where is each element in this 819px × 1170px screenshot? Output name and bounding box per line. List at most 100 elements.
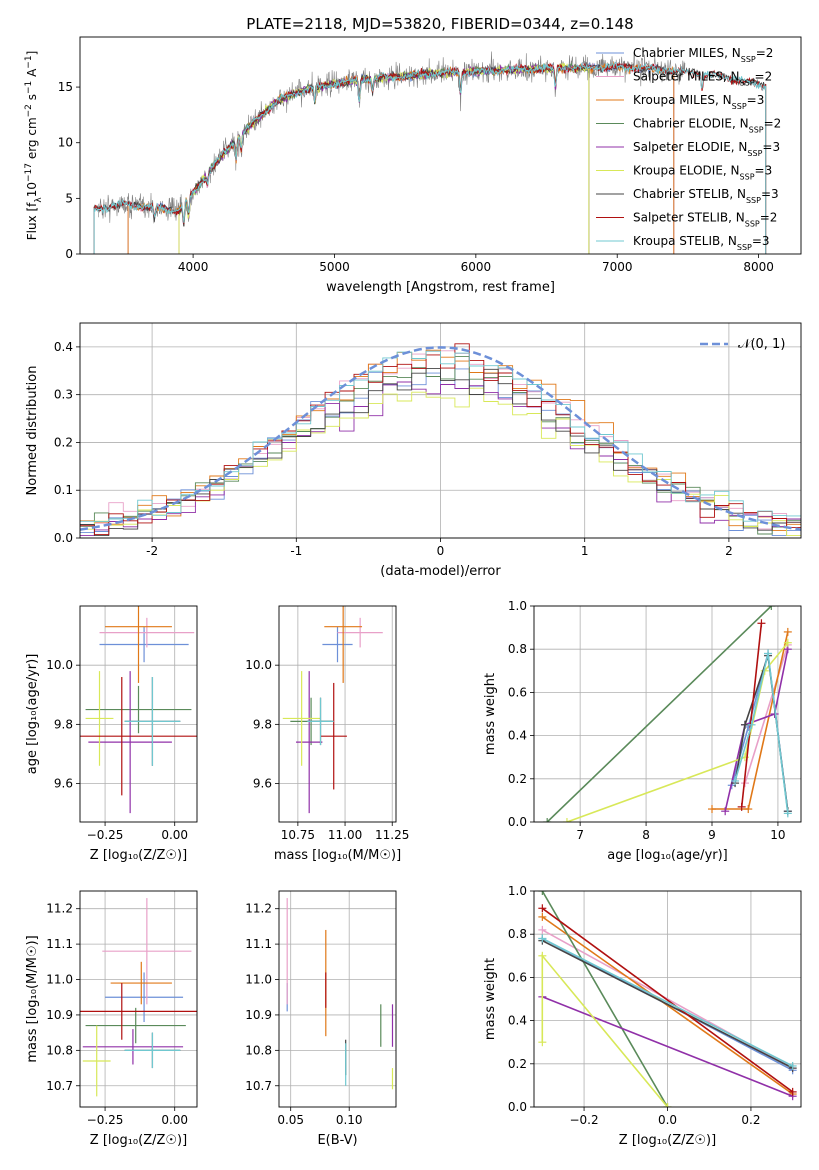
legend-subscript: SSP [749, 125, 764, 134]
x-tick-label: 9 [708, 828, 716, 842]
axes-frame [79, 36, 802, 255]
panel-massweight_vs_age: 7 8 9 10 0.0 0.2 0.4 0.6 0.8 1.0 age [log₁₀(age/yr… [483, 599, 802, 863]
legend-model-name: Salpeter ELODIE, N [633, 140, 747, 154]
errorbar-kroupa-elodie [282, 671, 321, 766]
x-tick-label: -1 [290, 544, 302, 558]
axes-frame [79, 605, 198, 823]
errorbar-kroupa-stelib [124, 1032, 181, 1069]
series-line [566, 642, 789, 822]
legend-subscript: SSP [741, 55, 756, 64]
y-tick-label: 10.9 [245, 1008, 272, 1022]
y-label-part: A [25, 68, 39, 81]
y-tick-label: 0.0 [54, 531, 73, 545]
errorbar-salpeter-elodie [88, 671, 172, 814]
x-tick-label: 4000 [178, 260, 209, 274]
errorbar-salpeter-stelib [80, 677, 197, 796]
y-tick-label: 0.8 [508, 642, 527, 656]
series-salpeter-stelib [737, 619, 766, 811]
x-tick-label: 10.75 [281, 828, 315, 842]
legend-nssp: =3 [755, 164, 773, 178]
y-label-part: s [25, 94, 39, 104]
y-tick-label: 10.7 [245, 1079, 272, 1093]
x-tick-label: -2 [146, 544, 158, 558]
y-label-part: λ [34, 197, 44, 203]
series-line [541, 953, 669, 1107]
series-line [541, 937, 794, 1067]
series-chabrier-elodie [543, 606, 776, 822]
errorbar-kroupa-miles [110, 961, 172, 1005]
legend-entry-kroupa-elodie: Kroupa ELODIE, NSSP=3 [633, 164, 772, 182]
legend-entry-chabrier-miles: Chabrier MILES, NSSP=2 [633, 46, 773, 64]
x-tick-label: −0.2 [569, 1113, 598, 1127]
legend-nssp: =3 [762, 140, 780, 154]
y-tick-label: 0.8 [508, 927, 527, 941]
y-tick-label: 0.2 [508, 1057, 527, 1071]
legend-model-name: Kroupa STELIB, N [633, 234, 737, 248]
axes-frame [278, 890, 397, 1108]
legend-entry-salpeter-miles: Salpeter MILES, NSSP=2 [633, 70, 772, 88]
histogram-chabrier-stelib [80, 368, 801, 537]
errorbar-salpeter-miles [99, 617, 195, 648]
plot-area-spectrum [93, 51, 767, 254]
y-label-part: −2 [24, 104, 34, 117]
x-tick-label: 11.25 [375, 828, 409, 842]
panel-massweight_vs_z: −0.2 0.0 0.2 0.0 0.2 0.4 0.6 0.8 1.0 Z [log₁₀(Z/Z… [483, 884, 802, 1148]
y-tick-label: 10.7 [46, 1079, 73, 1093]
model-spectrum-salpeter-miles [127, 61, 675, 254]
series-line [724, 649, 789, 812]
legend-model-name: Salpeter MILES, N [633, 70, 740, 84]
y-tick-label: 5 [65, 191, 73, 205]
y-tick-label: 0.2 [54, 435, 73, 449]
errorbar-kroupa-miles [105, 606, 172, 683]
series-line [731, 653, 789, 812]
errorbar-salpeter-elodie [82, 1029, 184, 1065]
panel-mass_vs_ebv: 0.05 0.10 10.7 10.8 10.9 11.0 11.1 11.2 E(B-V) [245, 890, 397, 1148]
y-tick-label: 11.2 [245, 902, 272, 916]
plot-area-age_vs_mass [282, 606, 383, 814]
y-tick-label: 9.8 [54, 717, 73, 731]
y-axis-label: mass [log₁₀(M/M☉)] [25, 935, 40, 1062]
axes-massweight_vs_age: 7 8 9 10 0.0 0.2 0.4 0.6 0.8 1.0 age [log₁₀(age/yr… [483, 599, 802, 863]
legend-model-name: Chabrier MILES, N [633, 46, 741, 60]
series-kroupa-stelib [538, 934, 797, 1070]
panel-mass_vs_z: −0.25 0.00 10.7 10.8 10.9 11.0 11.1 11.2 Z [log₁… [25, 890, 198, 1148]
axes-age_vs_z: −0.25 0.00 9.6 9.8 10.0 Z [log₁₀(Z/Z☉)] age [l… [25, 605, 198, 863]
plot-area-mass_vs_ebv [286, 898, 394, 1090]
y-label-part: −17 [24, 163, 34, 182]
x-tick-label: 7000 [602, 260, 633, 274]
y-tick-label: 11.0 [46, 973, 73, 987]
axes-massweight_vs_z: −0.2 0.0 0.2 0.0 0.2 0.4 0.6 0.8 1.0 Z [log₁₀(Z/Z… [483, 884, 802, 1148]
y-label-part: Flux [f [25, 202, 39, 240]
series-line [542, 996, 793, 1097]
x-axis-label: mass [log₁₀(M/M☉)] [274, 848, 401, 863]
errorbar-salpeter-elodie [295, 671, 323, 814]
legend-nssp: =2 [756, 46, 774, 60]
y-axis-label: Flux [fλ10−17 erg cm−2 s−1 A−1] [24, 51, 44, 241]
legend-nssp: =2 [764, 117, 782, 131]
legend-subscript: SSP [737, 243, 752, 252]
y-tick-label: 0.6 [508, 970, 527, 984]
y-tick-label: 10.9 [46, 1008, 73, 1022]
series-line [541, 939, 794, 1069]
panel-residuals: -2 -1 0 1 2 0.0 0.1 0.2 0.3 0.4 (data-model)/error… [25, 322, 802, 579]
x-axis-label: E(B-V) [317, 1133, 357, 1148]
legend-model-name: Kroupa ELODIE, N [633, 164, 740, 178]
errorbar-salpeter-stelib [320, 682, 347, 790]
legend-entry-kroupa-miles: Kroupa MILES, NSSP=3 [633, 93, 764, 111]
figure-title: PLATE=2118, MJD=53820, FIBERID=0344, z=0… [246, 15, 633, 33]
series-line [541, 916, 794, 1095]
plot-area-age_vs_z [80, 606, 197, 814]
x-tick-label: 6000 [461, 260, 492, 274]
x-tick-label: 7 [576, 828, 584, 842]
y-tick-label: 10.0 [46, 658, 73, 672]
errorbar-salpeter-stelib [80, 983, 197, 1040]
series-salpeter-stelib [538, 904, 797, 1096]
x-axis-label: wavelength [Angstrom, rest frame] [326, 280, 555, 295]
errorbar-kroupa-elodie [82, 1025, 111, 1097]
axes-residuals: -2 -1 0 1 2 0.0 0.1 0.2 0.3 0.4 (data-model)/error… [25, 322, 802, 579]
plot-area-mass_vs_z [80, 898, 197, 1097]
y-tick-label: 11.2 [46, 902, 73, 916]
x-tick-label: 0.00 [161, 1113, 188, 1127]
series-kroupa-stelib [731, 649, 792, 818]
series-line [734, 653, 789, 814]
